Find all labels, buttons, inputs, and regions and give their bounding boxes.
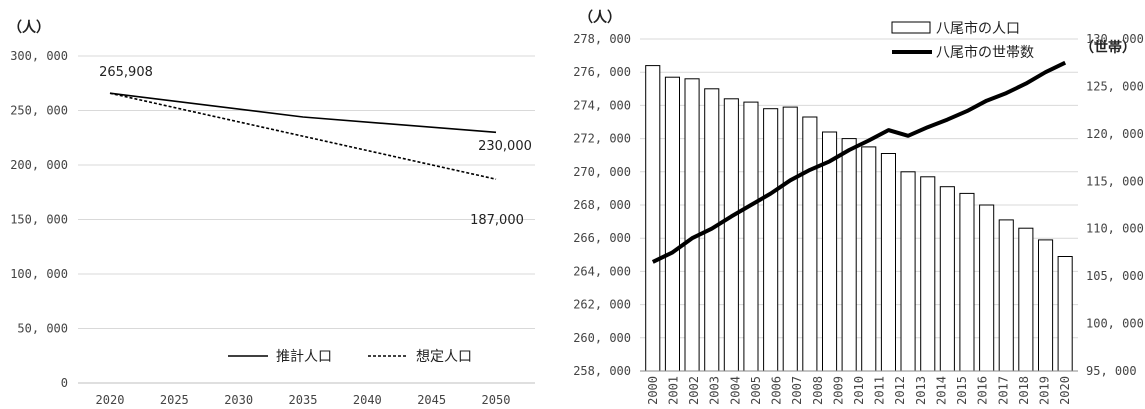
chart2-population-bar <box>979 204 995 372</box>
chart1-x-tick: 2045 <box>417 393 446 407</box>
chart2-y-tick-right: 130, 000 <box>1086 32 1144 46</box>
chart2-x-tick: 2014 <box>935 376 949 405</box>
chart1-x-tick: 2025 <box>160 393 189 407</box>
chart1-y-tick: 0 <box>61 376 68 390</box>
chart2-y-tick-left: 278, 000 <box>573 32 631 46</box>
chart2-legend-label: 八尾市の人口 <box>936 20 1020 37</box>
chart2-x-tick: 2017 <box>996 376 1010 405</box>
chart2-y-tick-left: 270, 000 <box>573 165 631 179</box>
chart2-x-tick: 2013 <box>914 376 928 405</box>
chart2-x-tick: 2012 <box>893 376 907 405</box>
chart2-y-tick-right: 115, 000 <box>1086 174 1144 188</box>
chart2-legend-swatch-bar <box>891 21 931 34</box>
chart2-x-tick: 2009 <box>831 376 845 405</box>
chart2-population-bar <box>822 131 838 372</box>
chart2-y-unit-right: （世帯） <box>1080 39 1136 56</box>
chart1-data-label: 265,908 <box>99 65 153 80</box>
chart2-x-tick: 2001 <box>666 376 680 405</box>
chart2-x-tick: 2020 <box>1058 376 1072 405</box>
chart2-population-bar <box>1038 239 1054 372</box>
chart2-x-tick: 2007 <box>790 376 804 405</box>
chart2-y-tick-left: 260, 000 <box>573 331 631 345</box>
chart2-y-tick-left: 264, 000 <box>573 264 631 278</box>
chart2-y-tick-right: 120, 000 <box>1086 127 1144 141</box>
chart2-population-bar <box>1018 227 1034 372</box>
chart2-households-line <box>651 60 1067 264</box>
chart2-population-bar <box>939 186 955 372</box>
chart2-x-tick: 2002 <box>687 376 701 405</box>
chart2-y-tick-right: 105, 000 <box>1086 269 1144 283</box>
chart2-x-tick: 2006 <box>770 376 784 405</box>
chart1-x-tick: 2050 <box>482 393 511 407</box>
chart1-y-unit: （人） <box>8 19 50 36</box>
chart2-y-tick-right: 125, 000 <box>1086 79 1144 93</box>
chart1-series-line-assumed <box>109 92 497 180</box>
chart2-x-tick: 2018 <box>1017 376 1031 405</box>
chart1-series-line-estimated <box>109 92 497 134</box>
chart2-legend-label: 八尾市の世帯数 <box>936 44 1034 61</box>
chart2-x-tick: 2015 <box>955 376 969 405</box>
chart2-y-tick-right: 110, 000 <box>1086 222 1144 236</box>
chart1-x-tick: 2035 <box>289 393 318 407</box>
chart2-population-bar <box>920 176 936 372</box>
chart1-legend-label: 想定人口 <box>416 349 472 365</box>
chart2-y-tick-left: 276, 000 <box>573 65 631 79</box>
chart2-y-tick-left: 266, 000 <box>573 231 631 245</box>
chart2-population-bar <box>900 171 916 372</box>
chart2-x-tick: 2019 <box>1038 376 1052 405</box>
chart1-y-tick: 50, 000 <box>17 322 68 336</box>
chart2-y-tick-left: 274, 000 <box>573 98 631 112</box>
chart2-y-tick-left: 268, 000 <box>573 198 631 212</box>
chart2-population-bar <box>959 192 975 372</box>
chart2-y-unit-left: （人） <box>579 9 621 26</box>
chart2-population-bar <box>1057 256 1073 372</box>
chart2-population-bar <box>664 76 681 372</box>
chart2-population-bar <box>684 78 700 372</box>
chart2-population-bar <box>743 101 759 372</box>
chart2-x-tick: 2004 <box>728 376 742 405</box>
chart1-y-tick: 100, 000 <box>10 267 68 281</box>
chart2-x-tick: 2008 <box>811 376 825 405</box>
chart2-y-tick-right: 100, 000 <box>1086 317 1144 331</box>
chart2-x-tick: 2003 <box>708 376 722 405</box>
chart2-x-tick: 2005 <box>749 376 763 405</box>
chart2-y-tick-left: 258, 000 <box>573 364 631 378</box>
chart1-y-tick: 250, 000 <box>10 104 68 118</box>
chart2-x-tick: 2010 <box>852 376 866 405</box>
chart2-population-bar <box>998 219 1014 372</box>
chart1-x-tick: 2040 <box>353 393 382 407</box>
chart1-data-label: 230,000 <box>478 139 532 154</box>
chart1-legend-label: 推計人口 <box>276 349 332 365</box>
chart2-population-bar <box>645 65 661 372</box>
chart2-population-bar <box>802 116 818 372</box>
chart2-y-tick-left: 272, 000 <box>573 132 631 146</box>
chart2-population-bar <box>841 138 857 372</box>
chart2-population-bar <box>723 98 739 372</box>
chart2-population-bar <box>782 106 798 372</box>
chart2-population-bar <box>763 108 779 372</box>
chart2-population-bar <box>880 153 897 372</box>
chart2-x-tick: 2016 <box>976 376 990 405</box>
chart1-y-tick: 200, 000 <box>10 158 68 172</box>
chart2-y-tick-right: 95, 000 <box>1086 364 1137 378</box>
chart2-x-tick: 2011 <box>873 376 887 405</box>
chart2-y-tick-left: 262, 000 <box>573 298 631 312</box>
chart2-x-tick: 2000 <box>646 376 660 405</box>
chart1-x-tick: 2030 <box>224 393 253 407</box>
chart2-population-bar <box>861 146 877 372</box>
chart1-y-tick: 150, 000 <box>10 213 68 227</box>
chart1-x-tick: 2020 <box>96 393 125 407</box>
chart1-y-tick: 300, 000 <box>10 49 68 63</box>
chart1-data-label: 187,000 <box>470 213 524 228</box>
